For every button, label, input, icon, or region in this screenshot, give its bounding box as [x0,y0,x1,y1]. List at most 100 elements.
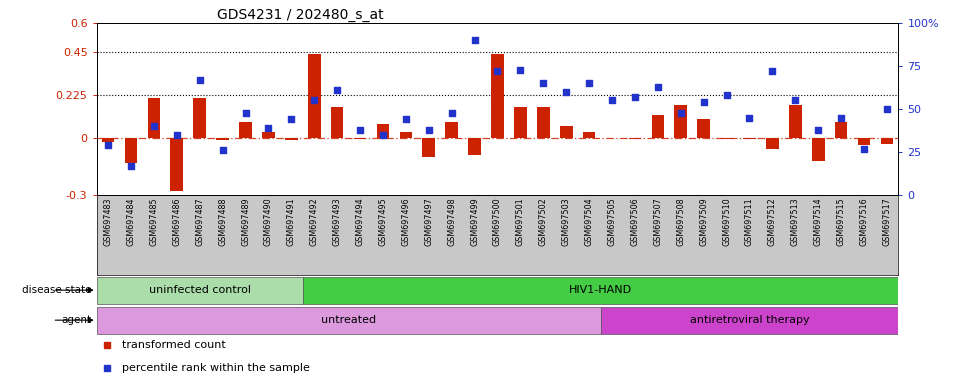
Point [353,127,368,133]
Point [444,109,460,116]
Point [605,98,620,104]
Text: GSM697486: GSM697486 [172,197,182,246]
Text: GSM697499: GSM697499 [470,197,479,246]
Point [582,80,597,86]
Bar [743,138,755,139]
Text: GSM697511: GSM697511 [745,197,754,246]
Point [398,116,413,122]
Bar [537,107,550,138]
Text: GSM697508: GSM697508 [676,197,685,246]
Bar [125,138,137,163]
Text: GSM697507: GSM697507 [653,197,663,246]
Text: antiretroviral therapy: antiretroviral therapy [690,314,810,324]
Text: GSM697513: GSM697513 [791,197,800,246]
Point [284,116,299,122]
Bar [97,307,601,334]
Text: disease state: disease state [22,285,92,295]
Text: GSM697483: GSM697483 [103,197,113,246]
Text: GSM697485: GSM697485 [150,197,158,246]
Text: GSM697498: GSM697498 [447,197,456,246]
Text: GSM697487: GSM697487 [195,197,204,246]
Point [879,106,895,112]
Text: GSM697516: GSM697516 [860,197,868,246]
Bar [302,276,898,304]
Bar [422,138,435,157]
Text: GSM697496: GSM697496 [401,197,411,246]
Bar [601,307,898,334]
Text: percentile rank within the sample: percentile rank within the sample [123,364,310,374]
Bar [193,98,206,138]
Point [467,37,482,43]
Point [696,99,711,105]
Text: agent: agent [62,315,92,325]
Bar [629,138,641,139]
Point [673,109,689,116]
Bar [308,54,321,138]
Text: GSM697504: GSM697504 [584,197,594,246]
Point [421,127,437,133]
Point [558,89,574,95]
Bar [697,119,710,138]
Bar [170,138,184,191]
Bar [858,138,870,146]
Text: untreated: untreated [321,314,376,324]
Point [261,125,276,131]
Text: GSM697506: GSM697506 [631,197,639,246]
Bar [354,138,366,139]
Bar [97,276,302,304]
Text: GSM697517: GSM697517 [882,197,892,246]
Text: GSM697509: GSM697509 [699,197,708,246]
Text: GSM697489: GSM697489 [241,197,250,246]
Bar [445,122,458,138]
Point [535,80,551,86]
Point [719,92,734,98]
Bar [789,105,802,138]
Bar [262,132,274,138]
Bar [240,122,252,138]
Text: GSM697501: GSM697501 [516,197,525,246]
Text: GSM697505: GSM697505 [608,197,616,246]
Bar [101,138,114,142]
Text: GSM697514: GSM697514 [813,197,823,246]
Bar [216,138,229,140]
Bar [377,124,389,138]
Bar [881,138,894,144]
Text: GSM697493: GSM697493 [332,197,342,246]
Point [214,147,230,154]
Text: GSM697490: GSM697490 [264,197,273,246]
Text: GDS4231 / 202480_s_at: GDS4231 / 202480_s_at [217,8,384,22]
Point [306,98,322,104]
Text: GSM697494: GSM697494 [355,197,364,246]
Point [765,68,781,74]
Point [513,66,528,73]
Text: GSM697515: GSM697515 [837,197,845,246]
Point [490,68,505,74]
Point [810,127,826,133]
Text: HIV1-HAND: HIV1-HAND [569,285,632,295]
Text: GSM697495: GSM697495 [379,197,387,246]
Bar [514,107,526,138]
Text: GSM697512: GSM697512 [768,197,777,246]
Point [100,142,116,148]
Bar [674,105,687,138]
Text: GSM697500: GSM697500 [493,197,502,246]
Bar [560,126,573,138]
Point [787,98,803,104]
Bar [400,132,412,138]
Bar [766,138,779,149]
Text: GSM697491: GSM697491 [287,197,296,246]
Text: GSM697497: GSM697497 [424,197,434,246]
Text: GSM697510: GSM697510 [722,197,731,246]
Point [192,77,208,83]
Bar [721,138,733,139]
Point [375,132,390,138]
Bar [835,122,847,138]
Text: transformed count: transformed count [123,340,226,350]
Text: GSM697492: GSM697492 [310,197,319,246]
Text: uninfected control: uninfected control [149,285,251,295]
Bar [811,138,825,161]
Point [650,84,666,90]
Text: GSM697484: GSM697484 [127,197,135,246]
Text: GSM697488: GSM697488 [218,197,227,246]
Bar [469,138,481,155]
